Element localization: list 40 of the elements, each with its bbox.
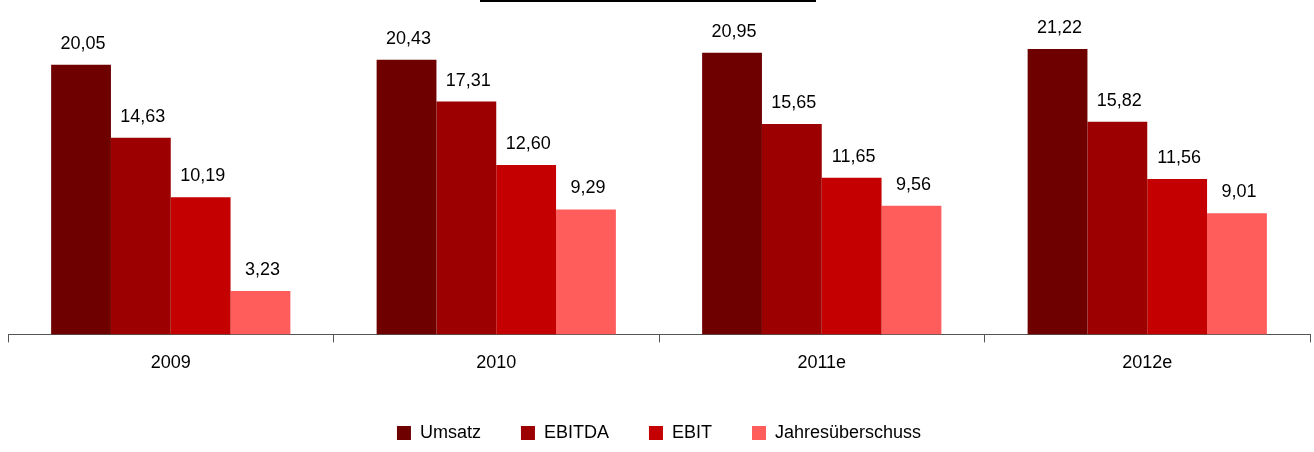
x-tick-label: 2011e	[797, 352, 847, 373]
data-label: 20,05	[60, 32, 106, 53]
data-label: 3,23	[244, 258, 280, 279]
data-label: 15,65	[771, 91, 817, 112]
x-tick-label: 2010	[476, 352, 517, 373]
bar	[110, 137, 171, 335]
data-label: 9,56	[895, 173, 931, 194]
x-tick-label: 2009	[150, 352, 191, 373]
legend-label: Jahresüberschuss	[774, 421, 922, 442]
bar	[1087, 121, 1148, 335]
bar	[761, 123, 822, 335]
data-label: 9,01	[1221, 181, 1257, 202]
data-label: 10,19	[180, 165, 226, 186]
bar	[1207, 213, 1267, 335]
data-label: 11,65	[831, 145, 876, 166]
data-label: 17,31	[445, 69, 491, 90]
bar	[496, 164, 557, 335]
bar	[436, 101, 497, 335]
bar	[556, 209, 616, 335]
data-label: 14,63	[120, 105, 166, 126]
data-label: 11,56	[1157, 146, 1202, 167]
data-label: 12,60	[505, 132, 551, 153]
data-label: 20,95	[711, 20, 757, 41]
data-label: 15,82	[1096, 89, 1142, 110]
bar	[376, 59, 437, 335]
legend-label: EBITDA	[543, 421, 609, 442]
bar	[702, 52, 762, 335]
bar	[230, 290, 291, 335]
data-label: 9,29	[570, 177, 606, 198]
data-label: 21,22	[1037, 17, 1083, 37]
x-tick-label: 2012e	[1122, 352, 1173, 373]
data-label: 20,43	[386, 27, 432, 48]
bar	[1147, 178, 1208, 335]
bar	[1027, 49, 1088, 335]
legend-label: Umsatz	[419, 421, 481, 442]
bar	[51, 64, 111, 335]
bar	[821, 177, 882, 335]
legend-label: EBIT	[671, 421, 712, 442]
bar	[881, 205, 942, 335]
bar	[170, 197, 231, 335]
